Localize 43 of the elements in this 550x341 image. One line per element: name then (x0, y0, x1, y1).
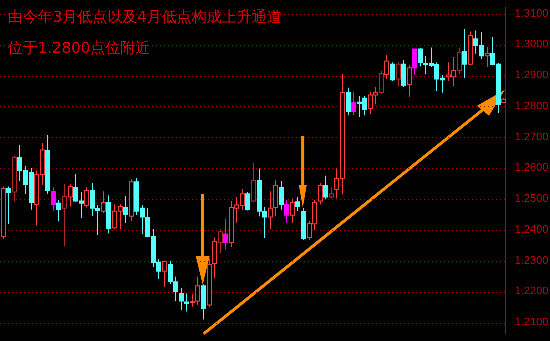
candlestick (101, 191, 106, 214)
candlestick (318, 182, 323, 206)
candlestick (56, 200, 61, 222)
y-tick-label: 1.2100 (515, 316, 549, 329)
chart-title: 由今年3月低点以及4月低点构成上升通道 (8, 8, 282, 27)
candlestick (407, 65, 412, 98)
candlestick (462, 29, 467, 79)
candlestick (412, 48, 417, 76)
candlestick (295, 196, 300, 212)
candlestick (201, 284, 206, 320)
y-tick-label: 1.2600 (515, 162, 549, 174)
candlestick (284, 200, 289, 224)
y-tick-label: 1.2400 (515, 224, 549, 236)
candlestick (396, 62, 401, 88)
candlestick (418, 48, 423, 68)
y-tick-label: 1.2300 (515, 254, 549, 267)
y-tick-label: 1.2800 (515, 100, 549, 112)
candlestick (390, 62, 395, 82)
y-tick-label: 1.2700 (515, 131, 549, 144)
y-tick-label: 1.3100 (515, 8, 549, 20)
candlestick (323, 175, 328, 200)
candlestick (401, 60, 406, 88)
candlestick (84, 187, 89, 208)
candlestick (162, 260, 167, 288)
candlestick (6, 186, 11, 225)
candlestick (123, 196, 128, 224)
candlestick (346, 87, 351, 116)
candlestick (245, 192, 250, 212)
y-tick-label: 1.2900 (515, 70, 549, 82)
y-tick-label: 1.2200 (515, 286, 549, 298)
candlestick (279, 180, 284, 210)
y-tick-label: 1.2500 (515, 193, 549, 206)
candlestick (485, 46, 490, 68)
candlestick (351, 91, 356, 116)
candlestick (51, 187, 56, 212)
candlestick (290, 198, 295, 224)
y-tick-label: 1.3000 (515, 38, 549, 51)
candlestick (251, 162, 256, 203)
candlestick (273, 180, 278, 218)
candlestick (268, 191, 273, 230)
candlestick (223, 218, 228, 250)
candlestick (329, 187, 334, 200)
text: 位于1.2800点位附近 (8, 39, 150, 58)
